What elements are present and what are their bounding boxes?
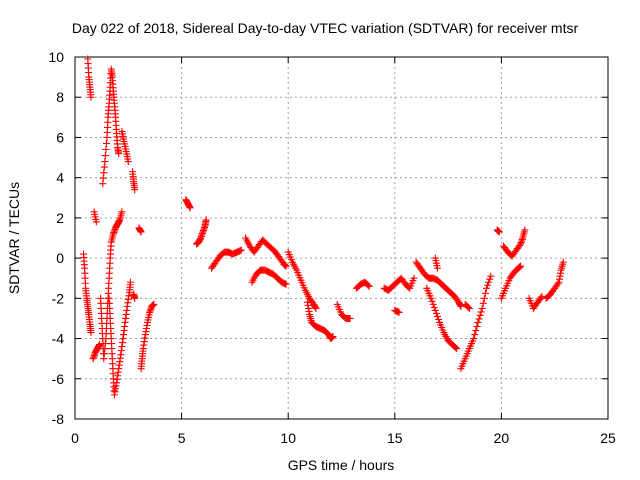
axis-ticks	[74, 56, 609, 420]
data-point	[516, 242, 524, 250]
data-point	[538, 292, 546, 300]
data-point	[102, 146, 110, 154]
data-point	[433, 312, 441, 320]
x-tick-label: 15	[387, 430, 403, 446]
data-point	[131, 294, 139, 302]
data-point	[101, 152, 109, 160]
data-point	[475, 315, 483, 323]
y-tick-label: 4	[56, 170, 64, 186]
y-tick-labels: -8 -6 -4 -2 0 2 4 6 8 10	[48, 49, 64, 427]
data-point	[457, 302, 465, 310]
x-tick-label: 5	[178, 430, 186, 446]
data-point	[131, 186, 139, 194]
data-point	[430, 303, 438, 311]
data-point	[126, 278, 134, 286]
data-point	[237, 246, 245, 254]
y-axis-label: SDTVAR / TECUs	[6, 182, 22, 294]
data-point	[554, 280, 562, 288]
y-tick-label: 8	[56, 89, 64, 105]
data-point	[495, 228, 503, 236]
data-point	[474, 318, 482, 326]
data-point	[432, 309, 440, 317]
data-point	[521, 226, 529, 234]
x-tick-label: 20	[494, 430, 510, 446]
x-tick-label: 10	[280, 430, 296, 446]
data-point	[92, 218, 100, 226]
data-point	[87, 93, 95, 101]
plot-frame	[74, 56, 609, 420]
data-point	[517, 262, 525, 270]
y-tick-label: 6	[56, 129, 64, 145]
data-point	[485, 278, 493, 286]
data-point	[282, 262, 290, 270]
data-point	[464, 303, 472, 311]
data-point	[87, 329, 95, 337]
chart-title: Day 022 of 2018, Sidereal Day-to-day VTE…	[72, 20, 579, 36]
data-point	[465, 304, 473, 312]
data-point	[312, 304, 320, 312]
grid	[75, 57, 608, 419]
x-tick-label: 0	[71, 430, 79, 446]
data-point	[346, 314, 354, 322]
data-point	[480, 294, 488, 302]
data-point	[479, 299, 487, 307]
data-point	[452, 344, 460, 352]
data-point	[118, 208, 126, 216]
data-point	[150, 300, 158, 308]
y-tick-label: -6	[52, 371, 65, 387]
x-axis-label: GPS time / hours	[288, 457, 395, 473]
data-point	[486, 275, 494, 283]
data-point	[481, 289, 489, 297]
data-point	[471, 331, 479, 339]
y-tick-label: -4	[52, 331, 65, 347]
data-point	[472, 327, 480, 335]
data-point	[124, 158, 132, 166]
data-point	[429, 300, 437, 308]
x-tick-label: 25	[600, 430, 616, 446]
data-point	[395, 308, 403, 316]
data-point	[410, 274, 418, 282]
data-point	[484, 281, 492, 289]
data-point	[96, 341, 104, 349]
data-point	[431, 306, 439, 314]
data-point	[102, 139, 110, 147]
data-point	[435, 315, 443, 323]
y-tick-label: -2	[52, 290, 65, 306]
data-points	[80, 55, 567, 399]
data-point	[282, 280, 290, 288]
data-point	[364, 281, 372, 289]
data-point	[427, 294, 435, 302]
data-point	[115, 150, 123, 158]
y-tick-label: 10	[48, 49, 64, 65]
data-point	[428, 297, 436, 305]
x-tick-labels: 0 5 10 15 20 25	[71, 430, 616, 446]
data-point	[482, 284, 490, 292]
data-point	[477, 308, 485, 316]
data-point	[186, 204, 194, 212]
data-point	[101, 158, 109, 166]
data-point	[476, 311, 484, 319]
y-tick-label: -8	[52, 411, 65, 427]
data-point	[473, 322, 481, 330]
data-point	[365, 282, 373, 290]
data-point	[202, 216, 210, 224]
data-point	[453, 345, 461, 353]
data-point	[559, 258, 567, 266]
data-point	[487, 272, 495, 280]
data-point	[470, 335, 478, 343]
data-point	[329, 333, 337, 341]
data-point	[137, 228, 145, 236]
y-tick-label: 0	[56, 250, 64, 266]
data-point	[433, 264, 441, 272]
data-point	[478, 304, 486, 312]
y-tick-label: 2	[56, 210, 64, 226]
